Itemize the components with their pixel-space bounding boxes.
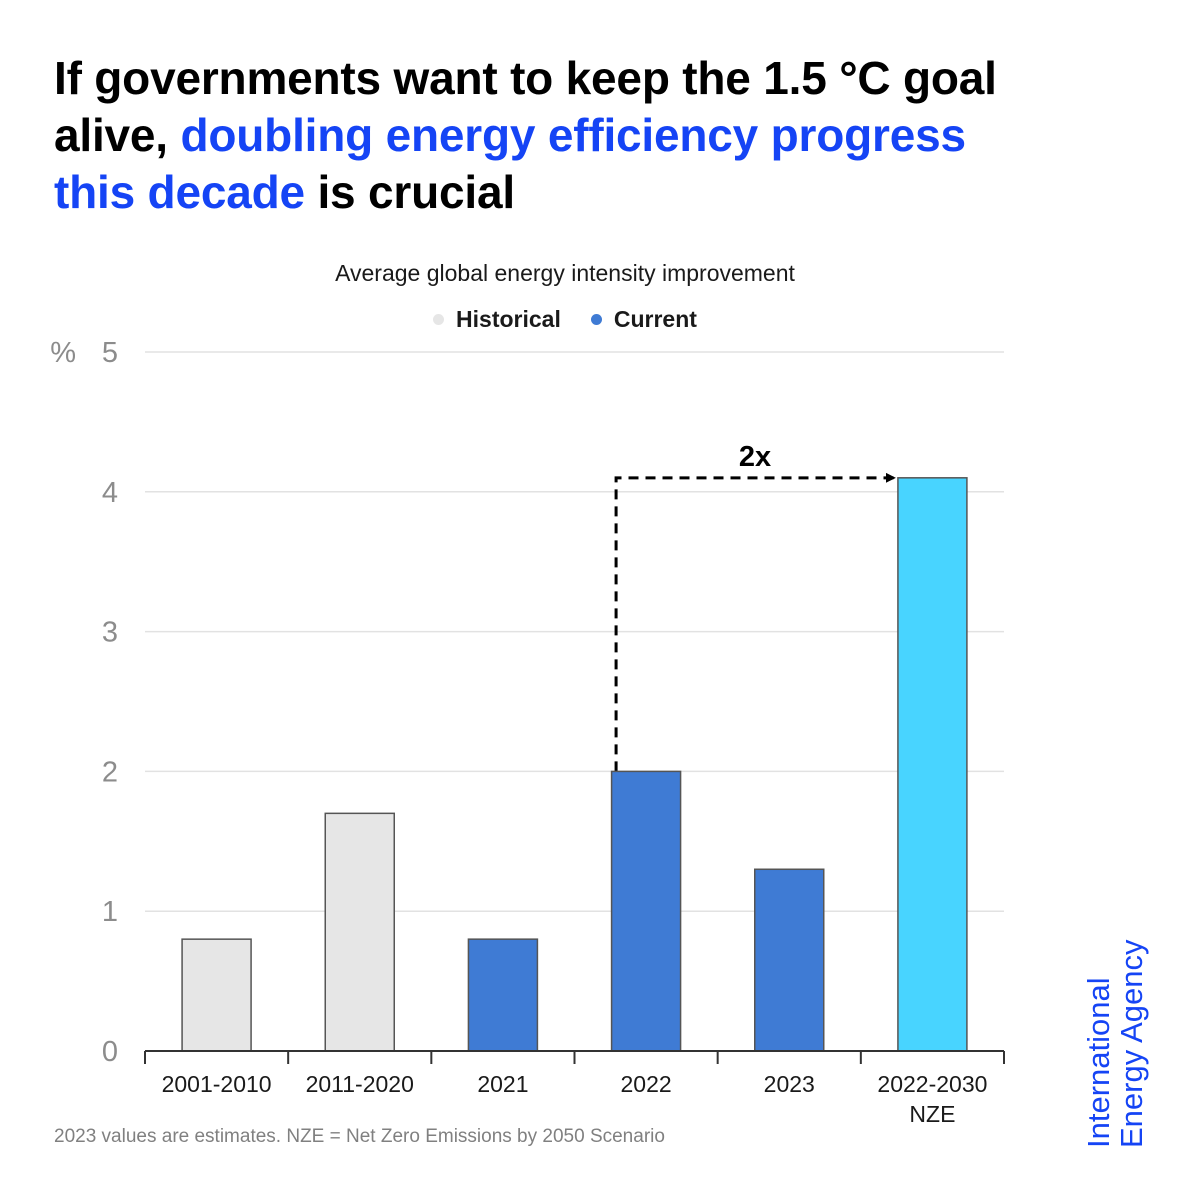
legend-item-historical: Historical: [433, 306, 561, 333]
legend-item-current: Current: [590, 306, 697, 333]
footnote: 2023 values are estimates. NZE = Net Zer…: [54, 1126, 665, 1147]
chart-subtitle: Average global energy intensity improvem…: [335, 260, 795, 286]
y-tick-label: 0: [102, 1036, 118, 1068]
x-tick-label: 2023: [764, 1071, 815, 1097]
legend-dot-current: [590, 314, 602, 325]
x-tick-label: 2021: [477, 1071, 528, 1097]
bar-2001-2010: [181, 938, 252, 1052]
x-tick-label: 2011-2020: [306, 1071, 414, 1097]
y-tick-label: 2: [102, 756, 118, 788]
legend-dot-historical: [433, 314, 445, 325]
logo-line-2: Energy Agency: [1114, 939, 1149, 1148]
doubling-label: 2x: [739, 441, 771, 473]
y-tick-label: 1: [102, 896, 118, 928]
doubling-arrow: [614, 472, 896, 772]
x-tick-label: 2001-2010: [162, 1071, 272, 1097]
headline-part-1: If governments want to keep the 1.5 °C g…: [54, 52, 997, 161]
bar-2011-2020: [324, 812, 395, 1052]
y-tick-label: 4: [102, 477, 118, 509]
x-tick-label: 2022-2030 NZE: [877, 1071, 987, 1127]
bar-2021: [467, 938, 539, 1052]
y-axis-unit-label: %: [50, 337, 76, 369]
legend-label-current: Current: [613, 306, 697, 332]
y-tick-label: 3: [102, 617, 118, 649]
chart-legend: Historical Current: [0, 306, 1130, 333]
y-tick-label: 5: [102, 337, 118, 369]
iea-logo: International Energy Agency: [1081, 939, 1149, 1148]
bar-2022: [610, 770, 682, 1052]
x-tick-label: 2022: [620, 1071, 671, 1097]
bar-2022-2030-nze: [897, 477, 968, 1052]
legend-label-historical: Historical: [456, 306, 561, 332]
headline: If governments want to keep the 1.5 °C g…: [54, 50, 1034, 221]
headline-part-2: is crucial: [304, 166, 515, 218]
logo-line-1: International: [1081, 977, 1116, 1148]
headline-accent: doubling energy efficiency progress this…: [54, 109, 966, 218]
bar-2023: [754, 868, 825, 1052]
